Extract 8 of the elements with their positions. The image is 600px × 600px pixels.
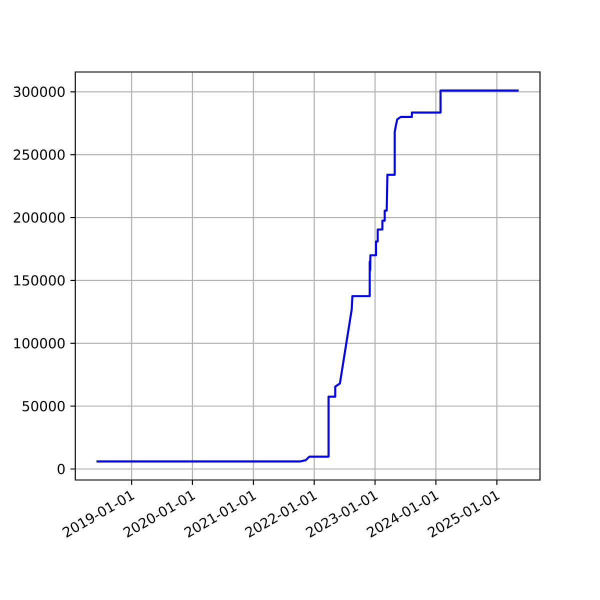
y-tick-label: 250000 bbox=[14, 149, 65, 160]
y-tick-label: 0 bbox=[58, 464, 65, 474]
y-tick-label: 150000 bbox=[14, 275, 65, 286]
y-tick-label: 200000 bbox=[14, 212, 65, 223]
line-series bbox=[95, 90, 520, 462]
y-tick-label: 300000 bbox=[14, 86, 65, 98]
y-tick-label: 50000 bbox=[22, 400, 65, 412]
y-tick-label: 100000 bbox=[14, 338, 65, 348]
